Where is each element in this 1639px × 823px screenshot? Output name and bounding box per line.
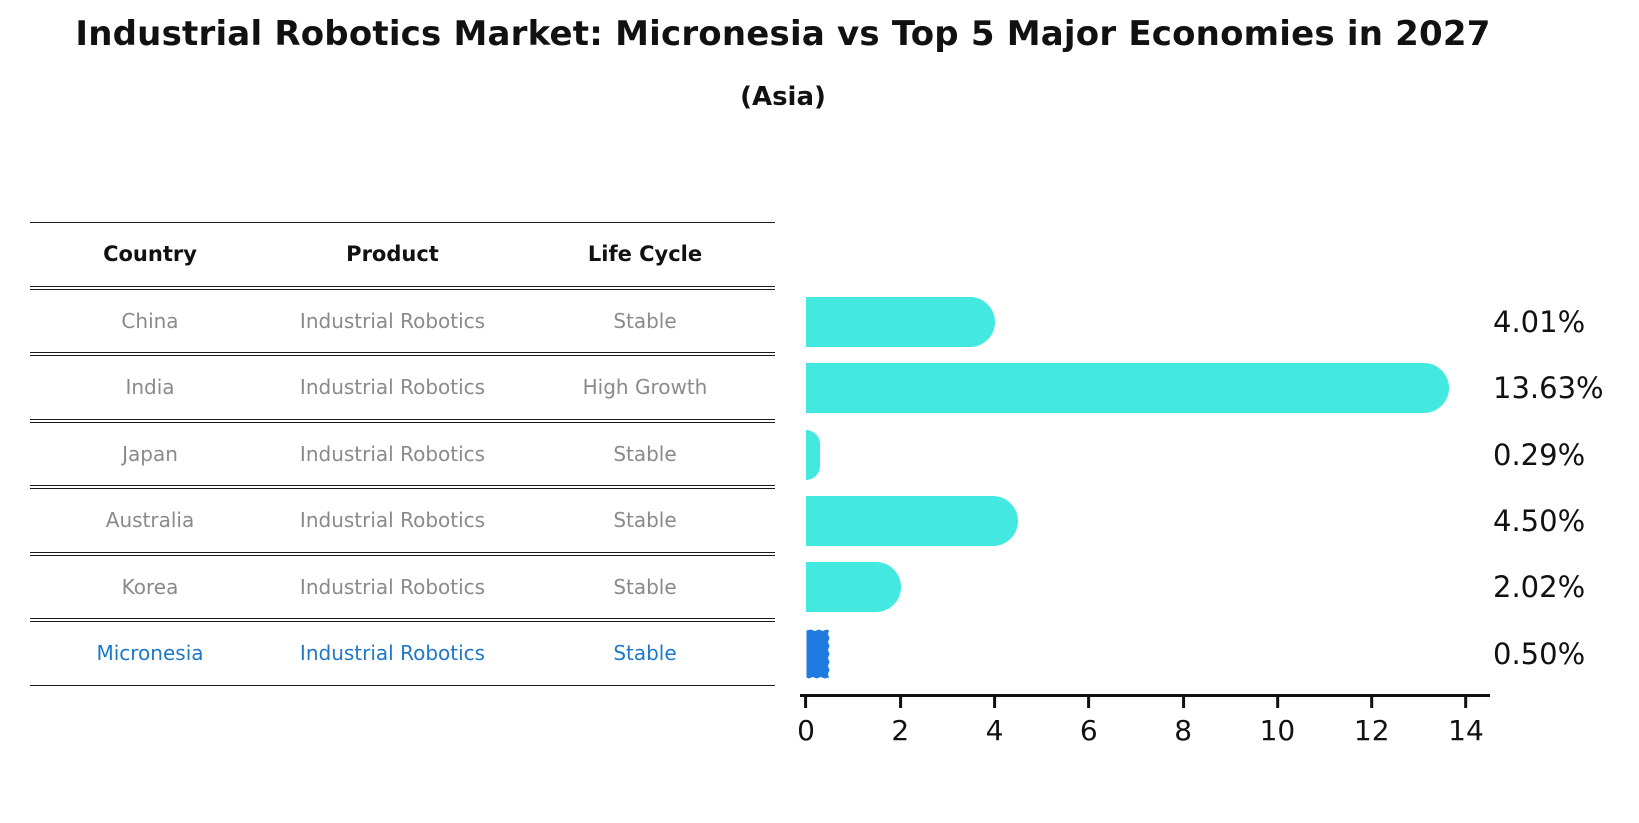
value-label: 0.50% — [1493, 636, 1586, 671]
x-axis-line — [800, 694, 1490, 697]
bar-india — [806, 363, 1449, 414]
tick-label: 14 — [1448, 714, 1484, 747]
life-cycle-cell: High Growth — [582, 375, 708, 400]
bar-row-india: 13.63% — [806, 355, 1604, 421]
bar-row-japan: 0.29% — [806, 422, 1585, 488]
chart-title: Industrial Robotics Market: Micronesia v… — [75, 14, 1491, 54]
life-cycle-cell: Stable — [613, 508, 677, 533]
tick-mark — [993, 697, 997, 708]
country-table: Country Product Life Cycle China Industr… — [30, 222, 775, 686]
value-label: 4.50% — [1493, 504, 1586, 539]
bar-chart: 4.01% 13.63% 0.29% 4.50% 2.02% 0.50% — [806, 289, 1604, 687]
table-row: Japan Industrial Robotics Stable — [30, 421, 775, 486]
column-header-life-cycle: Life Cycle — [587, 242, 703, 267]
country-cell: Australia — [105, 508, 195, 533]
bar-row-china: 4.01% — [806, 289, 1585, 355]
bar-korea — [806, 562, 902, 613]
tick-label: 2 — [891, 714, 910, 747]
bar-row-korea: 2.02% — [806, 554, 1585, 620]
value-label: 13.63% — [1493, 371, 1604, 406]
x-axis: 0 2 4 6 8 10 12 14 — [797, 697, 1484, 757]
column-header-country: Country — [103, 242, 197, 267]
tick-label: 6 — [1079, 714, 1098, 747]
table-row: Australia Industrial Robotics Stable — [30, 488, 775, 553]
x-tick: 2 — [891, 697, 909, 747]
tick-label: 12 — [1353, 714, 1390, 747]
product-cell: Industrial Robotics — [299, 441, 486, 466]
x-tick: 10 — [1259, 697, 1296, 747]
x-tick: 14 — [1448, 697, 1484, 747]
tick-mark — [1181, 697, 1185, 708]
product-cell: Industrial Robotics — [299, 508, 486, 533]
life-cycle-cell: Stable — [613, 574, 677, 599]
bar-micronesia — [806, 629, 830, 679]
table-row-micronesia: Micronesia Industrial Robotics Stable — [30, 621, 775, 686]
value-label: 4.01% — [1493, 305, 1586, 340]
table-header-row: Country Product Life Cycle — [30, 222, 775, 287]
tick-label: 10 — [1259, 714, 1296, 747]
bar-row-micronesia: 0.50% — [806, 620, 1585, 686]
product-cell: Industrial Robotics — [299, 574, 486, 599]
table-row: China Industrial Robotics Stable — [30, 288, 775, 353]
product-cell: Industrial Robotics — [299, 308, 486, 333]
tick-label: 4 — [985, 714, 1004, 747]
column-header-product: Product — [346, 242, 439, 267]
tick-mark — [804, 697, 808, 708]
table-row: India Industrial Robotics High Growth — [30, 355, 775, 420]
bar-row-australia: 4.50% — [806, 488, 1585, 554]
tick-mark — [898, 697, 902, 708]
product-cell: Industrial Robotics — [299, 375, 486, 400]
x-tick: 6 — [1080, 697, 1098, 747]
country-cell: Japan — [122, 441, 178, 466]
value-label: 0.29% — [1493, 437, 1586, 472]
country-cell: Micronesia — [96, 641, 204, 666]
tick-mark — [1275, 697, 1279, 708]
value-label: 2.02% — [1493, 570, 1586, 605]
tick-label: 8 — [1174, 714, 1193, 747]
life-cycle-cell: Stable — [613, 308, 677, 333]
tick-label: 0 — [797, 714, 815, 747]
life-cycle-cell: Stable — [613, 641, 677, 666]
x-tick: 0 — [797, 697, 815, 747]
chart-header: Industrial Robotics Market: Micronesia v… — [0, 0, 1566, 112]
bar-japan — [806, 429, 820, 480]
country-cell: China — [121, 308, 179, 333]
tick-mark — [1087, 697, 1091, 708]
tick-mark — [1464, 697, 1468, 708]
x-tick: 12 — [1354, 697, 1390, 747]
chart-subtitle: (Asia) — [740, 82, 826, 112]
x-tick: 8 — [1174, 697, 1192, 747]
tick-mark — [1370, 697, 1374, 708]
x-tick: 4 — [985, 697, 1004, 747]
life-cycle-cell: Stable — [613, 441, 677, 466]
bar-china — [806, 297, 996, 348]
country-cell: India — [125, 375, 175, 400]
country-cell: Korea — [121, 574, 179, 599]
product-cell: Industrial Robotics — [299, 641, 486, 666]
table-row: Korea Industrial Robotics Stable — [30, 554, 775, 619]
bar-australia — [806, 496, 1019, 547]
